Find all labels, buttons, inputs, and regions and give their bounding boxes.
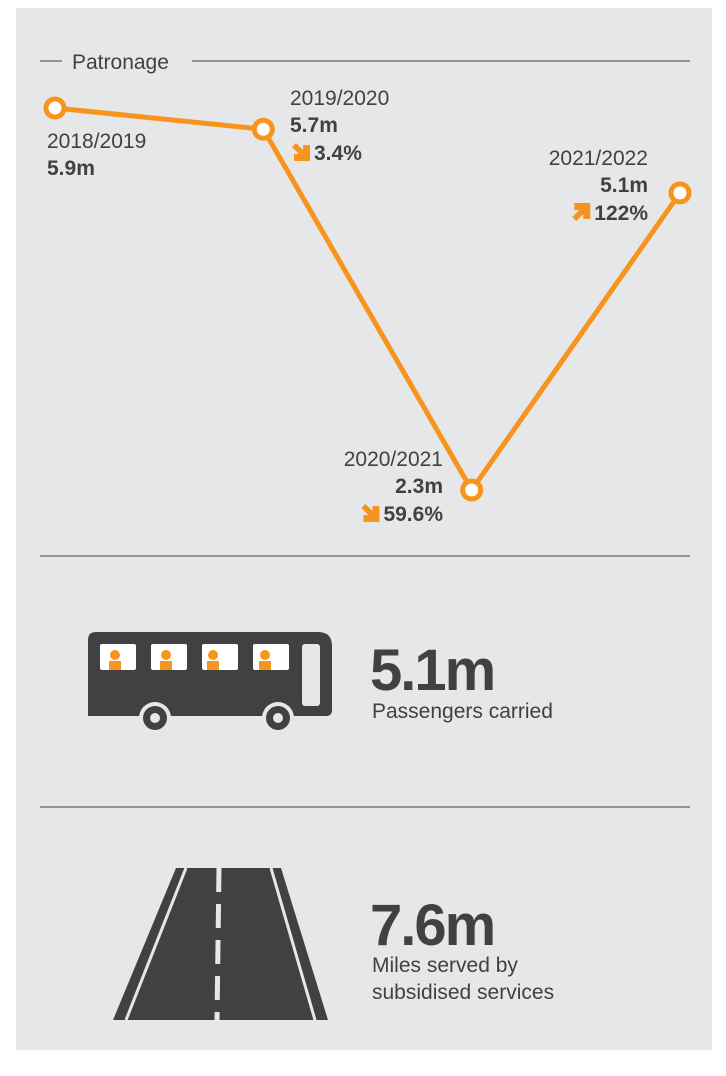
stat-value: 7.6m <box>370 893 494 958</box>
point <box>43 96 67 120</box>
road-icon <box>113 867 328 1021</box>
panel <box>16 8 712 1050</box>
value-label: 5.1m <box>600 174 648 197</box>
chart-title: Patronage <box>72 51 169 74</box>
arrow-shape <box>292 143 310 161</box>
point <box>251 117 275 141</box>
value-label: 2.3m <box>395 475 443 498</box>
change-label: 3.4% <box>314 142 362 165</box>
change-arrow <box>572 203 591 221</box>
change-label: 59.6% <box>383 503 443 526</box>
point <box>668 181 692 205</box>
stat-label: Passengers carried <box>372 700 553 723</box>
year-label: 2020/2021 <box>344 448 443 471</box>
value-label: 5.9m <box>47 157 95 180</box>
value-label: 5.7m <box>290 114 338 137</box>
point <box>460 478 484 502</box>
stat-value: 5.1m <box>370 638 494 703</box>
arrow-shape <box>361 504 380 522</box>
bus-icon <box>88 632 332 734</box>
year-label: 2019/2020 <box>290 87 389 110</box>
stat-label: subsidised services <box>372 981 554 1004</box>
line <box>54 105 683 493</box>
stat-label: Miles served by <box>372 954 518 977</box>
change-arrow <box>292 143 310 161</box>
year-label: 2021/2022 <box>549 147 648 170</box>
change-arrow <box>361 504 380 522</box>
year-label: 2018/2019 <box>47 130 146 153</box>
arrow-shape <box>572 203 591 221</box>
change-label: 122% <box>594 202 648 225</box>
